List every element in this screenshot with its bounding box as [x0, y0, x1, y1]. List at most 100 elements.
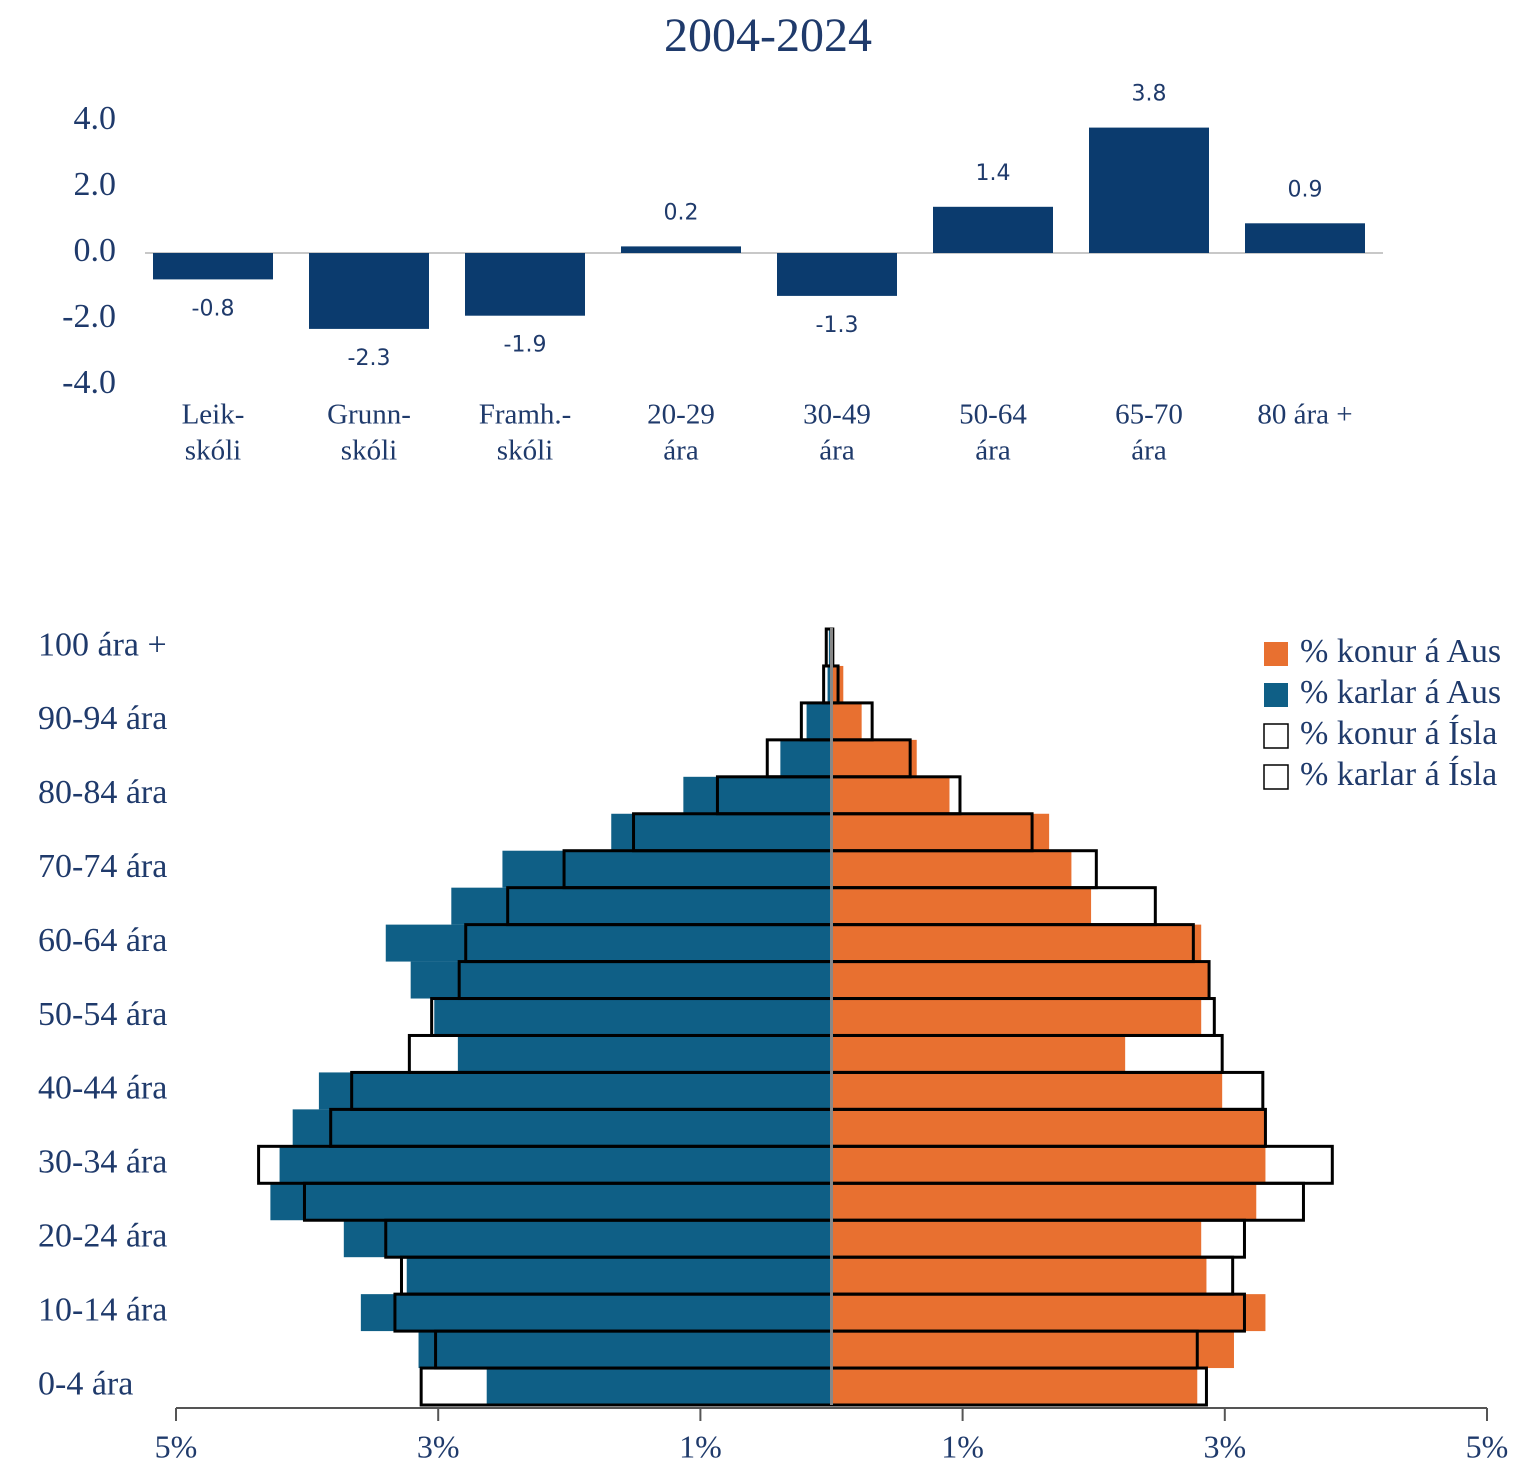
legend-label: % karlar á Aus [1300, 674, 1501, 711]
bar [831, 1109, 1266, 1147]
bar [611, 813, 832, 851]
y-tick-label: 90-94 ára [38, 700, 167, 737]
bar [360, 1294, 832, 1332]
y-tick-label: 40-44 ára [38, 1070, 167, 1107]
bar [831, 924, 1202, 962]
bar [831, 1146, 1266, 1184]
x-tick-label: 1% [941, 1428, 984, 1464]
x-tick-label: 5% [155, 1428, 198, 1464]
x-tick-label: skóli [497, 435, 553, 467]
legend-swatch [1263, 764, 1289, 790]
bar [806, 702, 832, 740]
bar [410, 961, 832, 999]
legend-swatch [1263, 723, 1289, 749]
bar [434, 998, 832, 1036]
bar [933, 206, 1053, 253]
bar [831, 850, 1072, 888]
value-label: 0.9 [1288, 177, 1323, 202]
bar [831, 887, 1092, 925]
bar [780, 739, 832, 777]
bar [831, 998, 1202, 1036]
x-tick-label: ára [975, 435, 1011, 467]
x-tick-label: Grunn- [327, 399, 411, 431]
bar [153, 253, 273, 280]
legend-label: % konur á Aus [1300, 633, 1501, 670]
bar [777, 253, 897, 296]
bar [343, 1220, 832, 1258]
bar [827, 665, 832, 703]
legend-swatch [1264, 683, 1288, 707]
bar [683, 776, 832, 814]
chart-title: 2004-2024 [664, 9, 872, 62]
y-tick-label: 100 ára + [38, 626, 167, 663]
y-tick-label: 0.0 [74, 232, 117, 269]
y-tick-label: 0-4 ára [38, 1365, 133, 1402]
bar [318, 1072, 832, 1110]
legend-label: % konur á Ísla [1300, 715, 1497, 752]
bar [385, 924, 832, 962]
y-tick-label: -2.0 [62, 298, 116, 335]
bar [451, 887, 832, 925]
x-tick-label: Framh.- [479, 399, 572, 431]
x-tick-label: 3% [417, 1428, 460, 1464]
bar [831, 776, 950, 814]
x-tick-label: ára [663, 435, 699, 467]
bar [831, 1294, 1266, 1332]
bar [831, 1368, 1198, 1405]
x-tick-label: 5% [1466, 1428, 1509, 1464]
bar [457, 1035, 832, 1073]
y-tick-label: 10-14 ára [38, 1291, 167, 1328]
x-tick-label: 1% [679, 1428, 722, 1464]
x-tick-label: skóli [341, 435, 397, 467]
bar [486, 1368, 832, 1405]
value-label: -1.3 [816, 313, 859, 338]
y-tick-label: 4.0 [74, 100, 117, 137]
y-tick-label: 80-84 ára [38, 774, 167, 811]
bar [831, 1220, 1202, 1258]
bar [465, 253, 585, 316]
bar [406, 1257, 832, 1295]
bar [1245, 223, 1365, 253]
y-tick-label: 50-54 ára [38, 996, 167, 1033]
y-tick-label: -4.0 [62, 364, 116, 401]
value-label: -0.8 [192, 296, 235, 321]
y-tick-label: 30-34 ára [38, 1144, 167, 1181]
x-tick-label: skóli [185, 435, 241, 467]
y-tick-label: 70-74 ára [38, 848, 167, 885]
legend-label: % karlar á Ísla [1300, 756, 1497, 793]
x-tick-label: 20-29 [647, 399, 715, 431]
value-label: 0.2 [664, 200, 699, 225]
x-tick-label: ára [819, 435, 855, 467]
value-label: 1.4 [976, 161, 1011, 186]
legend-swatch [1264, 642, 1288, 666]
bar [831, 1331, 1234, 1369]
bar [279, 1146, 832, 1184]
bar [831, 1257, 1207, 1295]
x-tick-label: ára [1131, 435, 1167, 467]
y-tick-label: 60-64 ára [38, 922, 167, 959]
bar [831, 1035, 1126, 1073]
y-tick-label: 2.0 [74, 166, 117, 203]
bar [831, 1183, 1257, 1221]
bar [270, 1183, 832, 1221]
bar [831, 739, 917, 777]
x-tick-label: 3% [1203, 1428, 1246, 1464]
bar [621, 246, 741, 253]
bar [831, 1072, 1223, 1110]
x-tick-label: 65-70 [1115, 399, 1183, 431]
value-label: -1.9 [504, 333, 547, 358]
x-tick-label: 30-49 [803, 399, 871, 431]
x-tick-label: 80 ára + [1257, 399, 1352, 431]
value-label: 3.8 [1132, 82, 1167, 107]
x-tick-label: Leik- [182, 399, 245, 431]
bar [309, 253, 429, 329]
bar [1089, 127, 1209, 253]
bar [292, 1109, 832, 1147]
x-tick-label: 50-64 [959, 399, 1027, 431]
bar [418, 1331, 832, 1369]
bar [831, 961, 1211, 999]
value-label: -2.3 [348, 346, 391, 371]
bar [502, 850, 832, 888]
y-tick-label: 20-24 ára [38, 1218, 167, 1255]
